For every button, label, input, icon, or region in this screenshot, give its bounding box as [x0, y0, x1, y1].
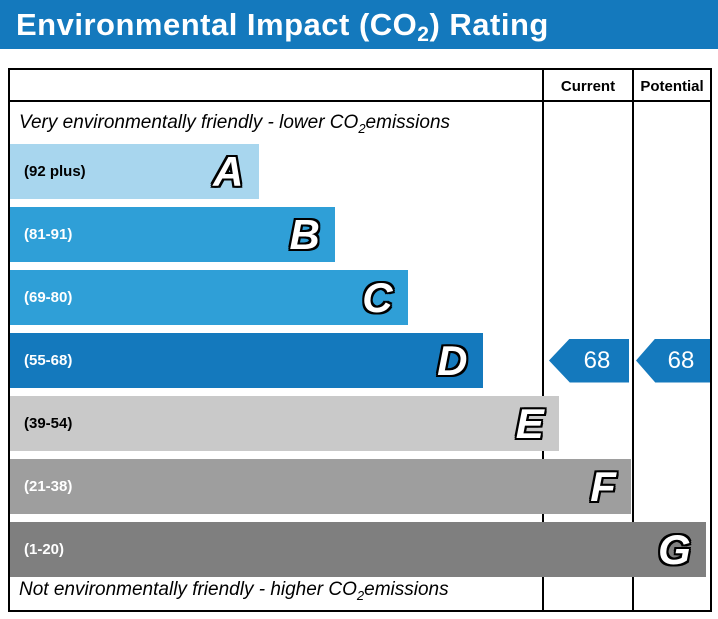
page-title: Environmental Impact (CO2) Rating [16, 6, 549, 46]
band-f-letter: F [590, 463, 616, 510]
table-header-row [10, 70, 710, 102]
potential-column [632, 70, 710, 610]
current-column [542, 70, 632, 610]
band-a-range-label: (92 plus) [24, 163, 86, 180]
page-title-suffix: ) Rating [429, 6, 549, 42]
caption-top-text: Very environmentally friendly - lower CO [19, 112, 359, 133]
band-a-letter: A [213, 148, 244, 195]
band-row-c: (69-80) C [10, 270, 408, 325]
band-c-range-label: (69-80) [24, 289, 73, 306]
caption-bottom-text: Not environmentally friendly - higher CO [19, 579, 357, 600]
column-header-current: Current [560, 77, 616, 95]
band-c-letter: C [362, 274, 393, 321]
band-row-a: (92 plus) A [10, 144, 259, 199]
band-d-letter: D [437, 337, 468, 384]
column-header-potential: Potential [640, 77, 704, 95]
band-b-letter: B [289, 211, 320, 258]
band-d-range-label: (55-68) [24, 352, 73, 369]
band-b-range-label: (81-91) [24, 226, 73, 243]
caption-top: Very environmentally friendly - lower CO… [10, 103, 542, 143]
caption-top-subscript: 2 [358, 120, 366, 136]
band-g-letter: G [658, 526, 691, 573]
band-e-letter: E [515, 400, 544, 447]
page-title-subscript: 2 [417, 22, 430, 46]
caption-top-suffix: emissions [365, 112, 451, 133]
current-rating-value: 68 [583, 346, 611, 374]
page-title-prefix: Environmental Impact (CO [16, 6, 418, 42]
band-f-range-label: (21-38) [24, 478, 73, 495]
band-row-f: (21-38) F [10, 459, 631, 514]
band-e-range-label: (39-54) [24, 415, 73, 432]
band-row-d: (55-68) D [10, 333, 483, 388]
rating-table: Current Potential Very environmentally f… [8, 68, 712, 612]
potential-rating-value: 68 [667, 346, 695, 374]
band-row-e: (39-54) E [10, 396, 559, 451]
caption-bottom-subscript: 2 [356, 587, 365, 603]
title-bar: Environmental Impact (CO2) Rating [0, 0, 718, 49]
band-g-range-label: (1-20) [24, 541, 65, 558]
caption-bottom-suffix: emissions [364, 579, 449, 600]
caption-bottom: Not environmentally friendly - higher CO… [10, 571, 542, 609]
band-row-g: (1-20) G [10, 522, 706, 577]
band-row-b: (81-91) B [10, 207, 335, 262]
